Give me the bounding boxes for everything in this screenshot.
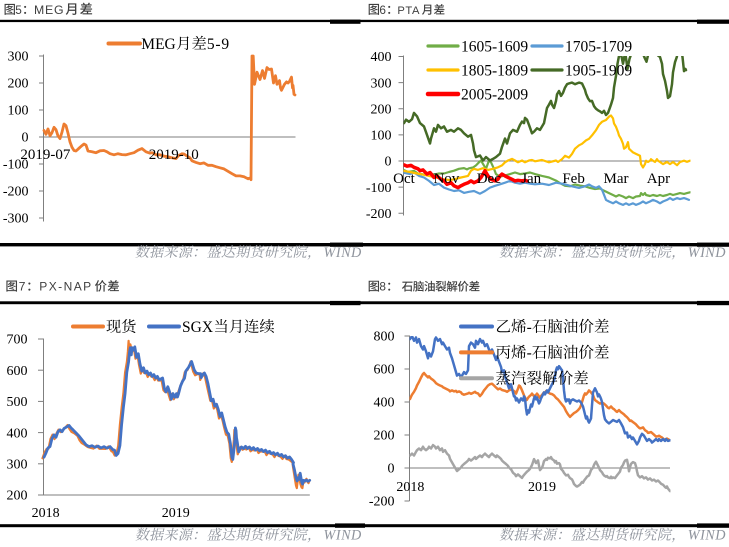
svg-text:8: 8 bbox=[379, 280, 386, 294]
svg-text:600: 600 bbox=[7, 364, 28, 379]
svg-text:2019: 2019 bbox=[162, 506, 190, 521]
svg-text:Jan: Jan bbox=[521, 171, 541, 187]
svg-text:0: 0 bbox=[388, 462, 395, 477]
svg-text:2019-07: 2019-07 bbox=[20, 147, 70, 163]
svg-text:6: 6 bbox=[379, 3, 386, 17]
svg-text:WIND: WIND bbox=[688, 245, 727, 261]
svg-text:-100: -100 bbox=[3, 158, 29, 173]
svg-text:Oct: Oct bbox=[393, 171, 415, 187]
svg-text:1805-1809: 1805-1809 bbox=[461, 62, 528, 79]
svg-text:-: - bbox=[527, 319, 532, 336]
svg-text:1705-1709: 1705-1709 bbox=[565, 38, 632, 55]
svg-text:200: 200 bbox=[7, 489, 28, 504]
svg-text:Feb: Feb bbox=[562, 171, 585, 187]
svg-text:-200: -200 bbox=[366, 207, 392, 222]
svg-text:WIND: WIND bbox=[324, 245, 363, 261]
svg-text:200: 200 bbox=[374, 429, 395, 444]
svg-text:WIND: WIND bbox=[324, 528, 363, 544]
svg-text:300: 300 bbox=[7, 458, 28, 473]
svg-text:2018: 2018 bbox=[396, 480, 424, 495]
svg-text:2019-10: 2019-10 bbox=[149, 147, 199, 163]
svg-text:700: 700 bbox=[7, 333, 28, 348]
svg-text:PTA: PTA bbox=[397, 5, 420, 17]
svg-text:0: 0 bbox=[385, 155, 392, 170]
svg-text:0: 0 bbox=[22, 131, 29, 146]
svg-text:5-9: 5-9 bbox=[207, 36, 230, 53]
svg-text:300: 300 bbox=[371, 76, 392, 91]
svg-text:-200: -200 bbox=[3, 185, 29, 200]
svg-text:200: 200 bbox=[371, 102, 392, 117]
svg-text:PX-NAP: PX-NAP bbox=[39, 280, 92, 294]
svg-text:2019: 2019 bbox=[528, 480, 556, 495]
svg-text:1605-1609: 1605-1609 bbox=[461, 38, 528, 55]
svg-text:100: 100 bbox=[8, 104, 29, 119]
svg-text:5: 5 bbox=[15, 3, 22, 17]
svg-text:7: 7 bbox=[19, 280, 26, 294]
svg-text:MEG: MEG bbox=[34, 3, 64, 17]
svg-text:2005-2009: 2005-2009 bbox=[461, 86, 528, 103]
svg-text:400: 400 bbox=[7, 426, 28, 441]
svg-text:MEG: MEG bbox=[141, 36, 175, 53]
svg-text:600: 600 bbox=[374, 363, 395, 378]
svg-text:-100: -100 bbox=[366, 181, 392, 196]
svg-text:SGX: SGX bbox=[182, 319, 213, 336]
svg-text:100: 100 bbox=[371, 129, 392, 144]
svg-text:300: 300 bbox=[8, 50, 29, 65]
svg-text:800: 800 bbox=[374, 330, 395, 345]
svg-text:-: - bbox=[527, 345, 532, 362]
svg-text:Dec: Dec bbox=[477, 171, 501, 187]
svg-text:-200: -200 bbox=[369, 495, 395, 510]
svg-text:Mar: Mar bbox=[604, 171, 629, 187]
svg-text:200: 200 bbox=[8, 77, 29, 92]
svg-text:400: 400 bbox=[371, 50, 392, 65]
svg-text:1905-1909: 1905-1909 bbox=[565, 62, 632, 79]
svg-text:500: 500 bbox=[7, 395, 28, 410]
svg-text:400: 400 bbox=[374, 396, 395, 411]
svg-text:-300: -300 bbox=[3, 212, 29, 227]
svg-text:Nov: Nov bbox=[433, 171, 459, 187]
svg-text:Apr: Apr bbox=[647, 171, 670, 187]
svg-text:2018: 2018 bbox=[32, 506, 60, 521]
svg-text:WIND: WIND bbox=[688, 528, 727, 544]
